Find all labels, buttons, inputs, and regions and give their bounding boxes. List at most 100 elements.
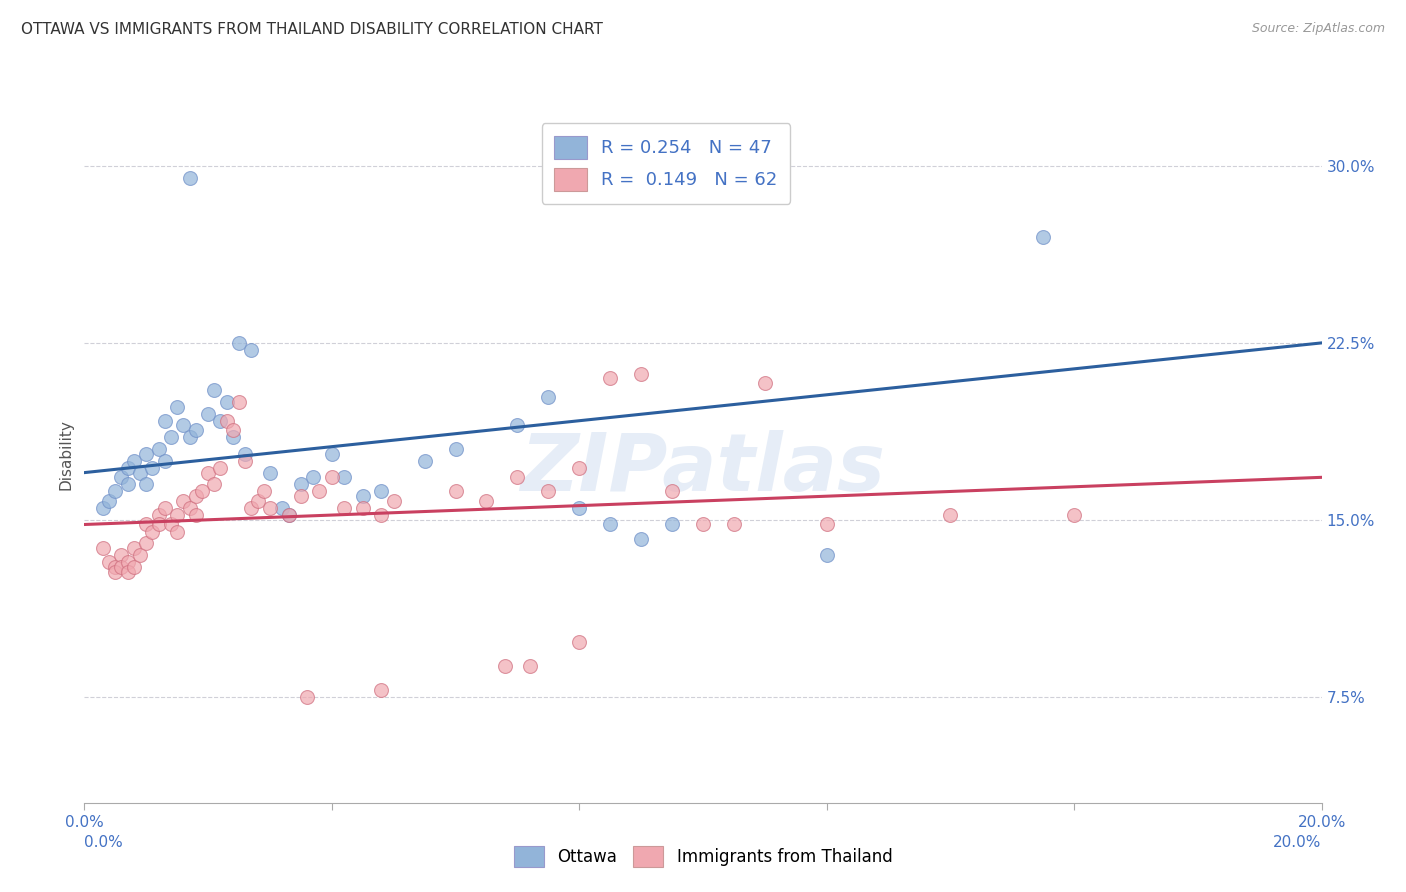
Point (153, 500, 176, 515)
Point (537, 390, 560, 404)
Point (519, 659, 541, 673)
Point (815, 517, 838, 532)
Point (370, 508, 392, 522)
Point (240, 343, 263, 357)
Point (259, 466, 281, 480)
Point (104, 565, 127, 579)
Text: 20.0%: 20.0% (1274, 836, 1322, 850)
Point (104, 560, 127, 574)
Point (98, 494, 121, 508)
Point (568, 500, 591, 515)
Point (184, 423, 207, 437)
Point (135, 477, 157, 491)
Point (179, 430, 201, 444)
Point (333, 500, 356, 515)
Point (271, 500, 294, 515)
Point (153, 414, 176, 428)
Point (179, 170, 201, 185)
Point (135, 447, 157, 461)
Text: 0.0%: 0.0% (84, 836, 124, 850)
Point (290, 489, 312, 503)
Point (117, 461, 139, 475)
Point (506, 418, 529, 433)
Point (122, 454, 145, 468)
Point (321, 447, 343, 461)
Point (148, 508, 170, 522)
Point (117, 477, 139, 491)
Point (172, 418, 194, 433)
Point (370, 484, 392, 499)
Point (179, 500, 201, 515)
Point (91, 500, 114, 515)
Text: Source: ZipAtlas.com: Source: ZipAtlas.com (1251, 22, 1385, 36)
Point (215, 395, 238, 409)
Point (222, 430, 245, 444)
Point (172, 494, 194, 508)
Point (568, 461, 591, 475)
Point (191, 484, 214, 499)
Point (184, 489, 207, 503)
Point (1063, 508, 1085, 522)
Point (141, 524, 163, 539)
Legend: R = 0.254   N = 47, R =  0.149   N = 62: R = 0.254 N = 47, R = 0.149 N = 62 (541, 123, 790, 203)
Point (240, 500, 263, 515)
Point (568, 635, 591, 649)
Point (939, 508, 962, 522)
Point (117, 565, 139, 579)
Point (661, 484, 683, 499)
Point (122, 560, 145, 574)
Point (184, 508, 207, 522)
Point (117, 555, 139, 569)
Point (148, 517, 170, 532)
Point (295, 690, 318, 704)
Point (537, 484, 560, 499)
Point (110, 470, 132, 484)
Point (1032, 229, 1054, 244)
Point (122, 541, 145, 555)
Point (352, 489, 374, 503)
Point (321, 470, 343, 484)
Point (754, 376, 776, 390)
Point (444, 442, 467, 456)
Point (382, 494, 405, 508)
Point (209, 414, 232, 428)
Point (352, 500, 374, 515)
Point (277, 508, 299, 522)
Point (233, 454, 256, 468)
Point (148, 442, 170, 456)
Point (197, 466, 219, 480)
Point (253, 484, 276, 499)
Point (228, 335, 250, 350)
Point (333, 470, 356, 484)
Point (166, 508, 188, 522)
Legend: Ottawa, Immigrants from Thailand: Ottawa, Immigrants from Thailand (505, 838, 901, 875)
Point (209, 461, 232, 475)
Point (228, 395, 250, 409)
Point (413, 454, 436, 468)
Point (815, 548, 838, 562)
Point (506, 470, 529, 484)
Point (630, 532, 652, 546)
Point (160, 430, 183, 444)
Point (141, 461, 163, 475)
Point (692, 517, 714, 532)
Point (475, 494, 498, 508)
Point (104, 484, 127, 499)
Point (494, 659, 516, 673)
Point (246, 494, 269, 508)
Y-axis label: Disability: Disability (58, 419, 73, 491)
Point (153, 454, 176, 468)
Point (233, 447, 256, 461)
Point (723, 517, 745, 532)
Point (129, 466, 152, 480)
Point (160, 517, 183, 532)
Point (444, 484, 467, 499)
Point (135, 517, 157, 532)
Point (290, 477, 312, 491)
Point (661, 517, 683, 532)
Text: ZIPatlas: ZIPatlas (520, 430, 886, 508)
Point (166, 524, 188, 539)
Point (135, 536, 157, 550)
Point (599, 517, 621, 532)
Point (599, 371, 621, 385)
